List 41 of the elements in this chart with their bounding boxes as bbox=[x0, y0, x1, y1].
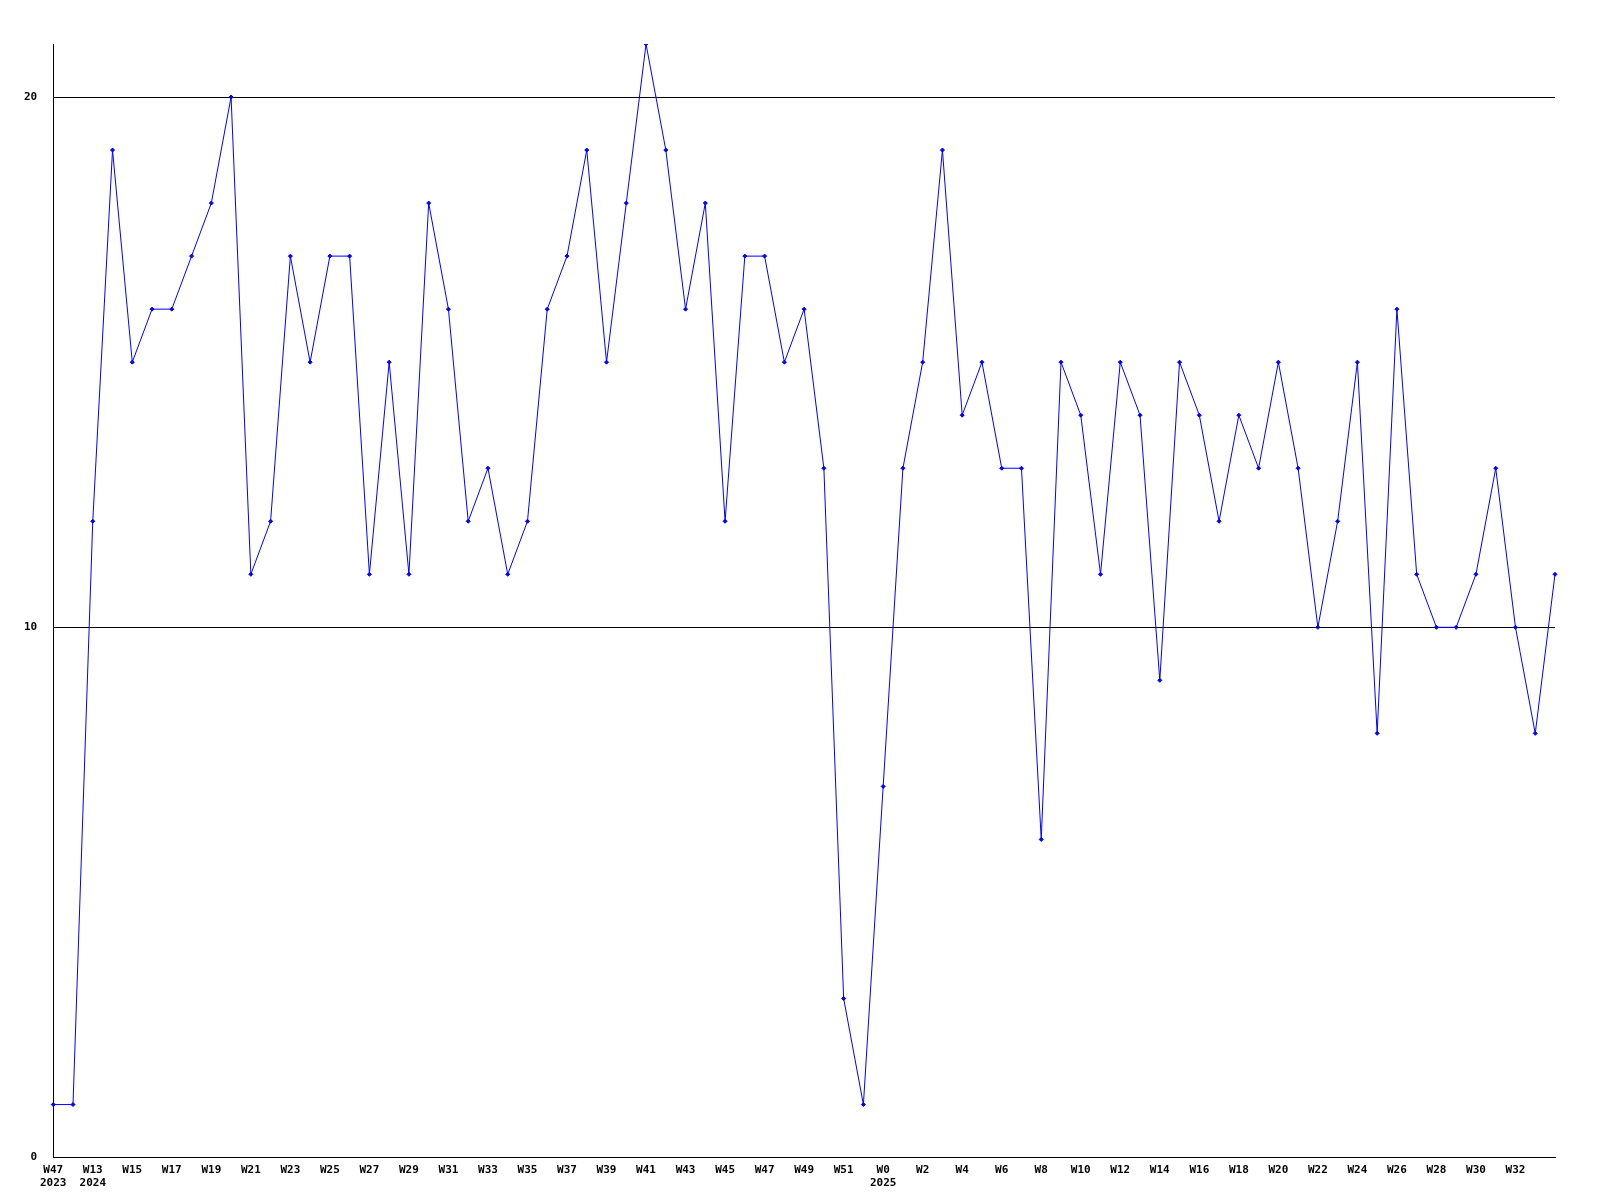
x-tick-label: W13 2024 bbox=[79, 1163, 107, 1190]
x-tick-label: W37 bbox=[557, 1163, 577, 1177]
x-tick-label: W33 bbox=[478, 1163, 498, 1177]
x-tick-label: W47 2023 bbox=[40, 1163, 67, 1190]
y-tick-label: 0 bbox=[30, 1150, 38, 1164]
x-tick-label: W43 bbox=[675, 1163, 696, 1177]
x-tick-label: W24 bbox=[1347, 1163, 1368, 1177]
x-tick-label: W2 bbox=[916, 1163, 930, 1177]
x-tick-label: W4 bbox=[955, 1163, 970, 1177]
x-tick-label: W0 2025 bbox=[869, 1163, 897, 1190]
x-tick-label: W45 bbox=[715, 1163, 736, 1177]
x-tick-label: W23 bbox=[280, 1163, 301, 1177]
x-tick-label: W17 bbox=[161, 1163, 182, 1177]
x-tick-label: W20 bbox=[1268, 1163, 1289, 1177]
x-tick-label: W27 bbox=[359, 1163, 380, 1177]
x-tick-label: W14 bbox=[1149, 1163, 1171, 1177]
x-tick-label: W26 bbox=[1386, 1163, 1408, 1177]
x-tick-label: W39 bbox=[596, 1163, 617, 1177]
x-tick-label: W29 bbox=[398, 1163, 419, 1177]
x-tick-label: W22 bbox=[1307, 1163, 1328, 1177]
x-tick-label: W31 bbox=[438, 1163, 459, 1177]
x-tick-label: W19 bbox=[201, 1163, 222, 1177]
x-tick-label: W8 bbox=[1034, 1163, 1048, 1177]
x-tick-label: W51 bbox=[833, 1163, 854, 1177]
x-tick-label: W21 bbox=[240, 1163, 262, 1177]
y-tick-label: 20 bbox=[24, 89, 38, 103]
x-tick-label: W28 bbox=[1426, 1163, 1447, 1177]
x-tick-label: W41 bbox=[636, 1163, 657, 1177]
x-tick-label: W25 bbox=[319, 1163, 340, 1177]
x-tick-label: W30 bbox=[1466, 1163, 1486, 1177]
y-tick-label: 10 bbox=[24, 620, 38, 634]
x-tick-label: W15 bbox=[122, 1163, 143, 1177]
x-tick-label: W32 bbox=[1505, 1163, 1526, 1177]
x-tick-label: W49 bbox=[794, 1163, 815, 1177]
x-tick-label: W18 bbox=[1228, 1163, 1249, 1177]
x-tick-label: W10 bbox=[1070, 1163, 1091, 1177]
x-tick-label: W47 bbox=[754, 1163, 775, 1177]
x-tick-label: W6 bbox=[995, 1163, 1009, 1177]
x-tick-label: W12 bbox=[1110, 1163, 1131, 1177]
x-tick-label: W16 bbox=[1189, 1163, 1210, 1177]
x-tick-label: W35 bbox=[517, 1163, 538, 1177]
